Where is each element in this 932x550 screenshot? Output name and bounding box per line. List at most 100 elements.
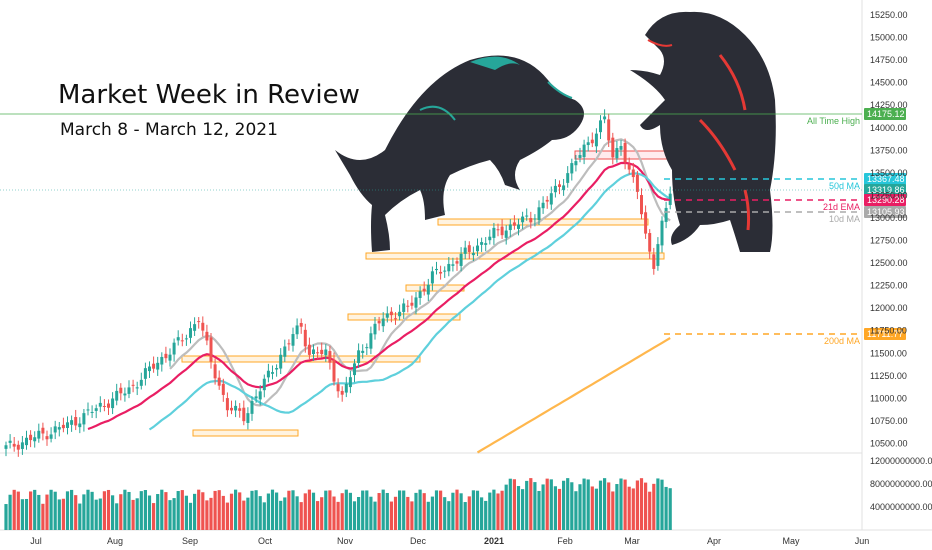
candle-body [98, 402, 102, 407]
volume-bar [410, 501, 414, 530]
candle-body [238, 408, 242, 411]
candle-body [406, 305, 410, 307]
candle-body [590, 139, 594, 144]
price-tick-label: 12750.00 [870, 236, 908, 246]
volume-bar [594, 488, 598, 530]
volume-bar [20, 499, 24, 530]
price-badge [864, 173, 906, 185]
volume-bar [566, 478, 570, 530]
candle-body [20, 442, 24, 449]
candle-body [594, 133, 598, 147]
volume-bar [217, 490, 221, 530]
candle-body [8, 440, 12, 443]
volume-bar [631, 488, 635, 530]
candle-body [492, 227, 496, 238]
volume-bar [644, 482, 648, 530]
candle-body [78, 423, 82, 428]
candle-body [94, 408, 98, 411]
candle-body [275, 368, 279, 370]
candle-body [500, 226, 504, 236]
candle-body [143, 368, 147, 379]
candle-body [4, 445, 8, 449]
volume-bar [139, 491, 143, 530]
volume-bar [279, 500, 283, 530]
volume-bar [619, 478, 623, 530]
price-tick-label: 14750.00 [870, 55, 908, 65]
volume-bar [533, 482, 537, 530]
candle-body [435, 268, 438, 271]
volume-bar [635, 480, 639, 530]
candle-body [299, 322, 303, 327]
candle-body [631, 169, 635, 178]
volume-bar [393, 496, 398, 530]
candle-body [180, 340, 184, 342]
price-badge-label: 13105.93 [867, 207, 905, 217]
candle-body [656, 244, 660, 266]
volume-bar [475, 490, 480, 530]
volume-bar [307, 489, 311, 530]
candle-body [480, 242, 484, 245]
candle-body [394, 318, 397, 320]
candle-body [361, 350, 365, 353]
volume-bar [258, 496, 262, 530]
volume-bar [611, 491, 615, 530]
candle-body [660, 220, 664, 246]
price-badge-label: 11711.77 [867, 329, 903, 339]
candle-body [566, 173, 570, 183]
candle-body [574, 161, 578, 166]
volume-bar [652, 483, 656, 530]
candle-body [164, 353, 168, 359]
time-tick-label: 2021 [484, 536, 504, 546]
volume-bar [78, 503, 82, 530]
volume-bar [504, 484, 508, 530]
volume-bar [414, 492, 418, 530]
candle-body [533, 218, 537, 220]
volume-bar [373, 501, 377, 530]
volume-bar [529, 478, 533, 530]
volume-bar [90, 491, 94, 530]
time-tick-label: Mar [624, 536, 640, 546]
volume-bar [242, 500, 246, 530]
candle-body [615, 148, 619, 159]
volume-tick-label: 4000000000.00 [870, 502, 932, 512]
candle-body [578, 155, 582, 158]
volume-bar [106, 489, 111, 530]
volume-bar [467, 496, 471, 530]
candle-body [467, 245, 471, 252]
volume-tick-label: 8000000000.00 [870, 479, 932, 489]
volume-bar [238, 492, 242, 530]
volume-bar [70, 489, 74, 530]
volume-bar [385, 492, 389, 530]
candle-body [430, 271, 434, 284]
candle-body [61, 424, 65, 429]
volume-bar [480, 497, 484, 530]
volume-bar [57, 499, 61, 530]
price-tick-label: 14000.00 [870, 123, 908, 133]
volume-bar [459, 493, 463, 530]
chart-title: Market Week in Review [58, 80, 360, 110]
candle-body [459, 253, 463, 266]
volume-bar [115, 503, 119, 530]
price-tick-label: 13750.00 [870, 145, 908, 155]
volume-bar [213, 490, 217, 530]
price-tick-label: 14250.00 [870, 100, 908, 110]
volume-bar [340, 493, 344, 530]
candle-body [627, 164, 631, 170]
volume-bar [488, 492, 492, 530]
candle-body [66, 422, 69, 428]
volume-bar [664, 486, 668, 530]
candle-body [197, 321, 201, 323]
volume-bar [37, 494, 41, 530]
volume-bar [426, 501, 430, 530]
volume-bar [324, 490, 328, 530]
volume-bar [24, 498, 29, 530]
volume-bar [369, 496, 373, 530]
volume-bar [12, 489, 16, 530]
volume-bar [287, 490, 291, 530]
candle-body [250, 401, 254, 414]
volume-bar [336, 501, 340, 530]
volume-bar [49, 489, 53, 530]
candle-body [307, 344, 311, 355]
volume-bar [184, 495, 188, 530]
